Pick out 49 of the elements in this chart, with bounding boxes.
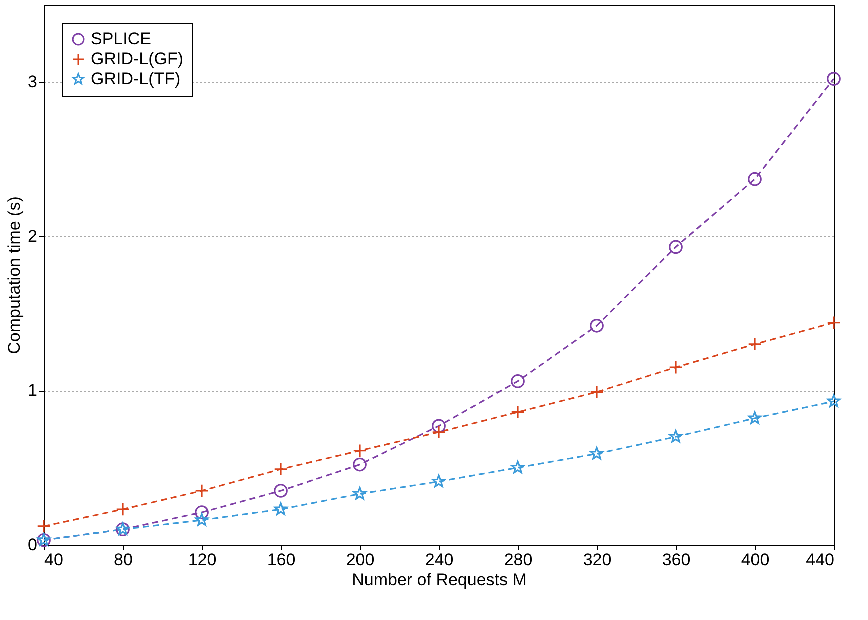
point xyxy=(432,474,446,488)
point xyxy=(590,385,604,400)
x-tick-label: 240 xyxy=(425,550,454,570)
x-tick-label: 320 xyxy=(583,550,612,570)
x-tick-label: 120 xyxy=(188,550,217,570)
y-tick-label: 2 xyxy=(28,226,38,246)
point xyxy=(116,502,130,516)
point xyxy=(353,444,367,458)
point xyxy=(590,319,604,333)
x-tick-label: 360 xyxy=(662,550,691,570)
point xyxy=(274,462,288,476)
point xyxy=(748,338,762,352)
y-tick-label: 0 xyxy=(28,536,38,554)
legend-label: GRID-L(GF) xyxy=(91,50,184,68)
x-tick-label: 40 xyxy=(44,550,64,570)
legend-label: SPLICE xyxy=(91,30,152,48)
point xyxy=(274,484,288,498)
point xyxy=(353,487,367,500)
y-tick-label: 3 xyxy=(28,72,38,92)
point xyxy=(432,419,446,434)
point xyxy=(827,72,841,86)
point xyxy=(748,172,762,186)
point xyxy=(827,316,841,330)
point xyxy=(669,430,683,443)
point xyxy=(432,425,446,440)
legend-label: GRID-L(TF) xyxy=(91,70,181,88)
point xyxy=(274,502,288,516)
x-tick-label: 80 xyxy=(114,550,133,570)
point xyxy=(827,394,841,408)
point xyxy=(669,240,683,254)
point xyxy=(511,460,525,474)
point xyxy=(748,412,762,424)
y-tick-label: 1 xyxy=(28,381,38,400)
x-tick-label: 440 xyxy=(806,550,834,570)
x-tick-label: 160 xyxy=(267,550,296,570)
x-tick-label: 280 xyxy=(504,550,533,570)
point xyxy=(590,447,604,460)
point xyxy=(195,484,209,498)
point xyxy=(37,520,51,534)
x-axis-title: Number of Requests M xyxy=(352,570,527,590)
point xyxy=(511,374,525,388)
point xyxy=(669,360,683,374)
point xyxy=(353,458,367,472)
point xyxy=(195,513,209,526)
x-tick-label: 200 xyxy=(346,550,375,570)
point xyxy=(195,506,209,520)
point xyxy=(511,405,525,420)
y-axis-title: Computation time (s) xyxy=(5,196,24,354)
x-tick-label: 400 xyxy=(741,550,770,570)
